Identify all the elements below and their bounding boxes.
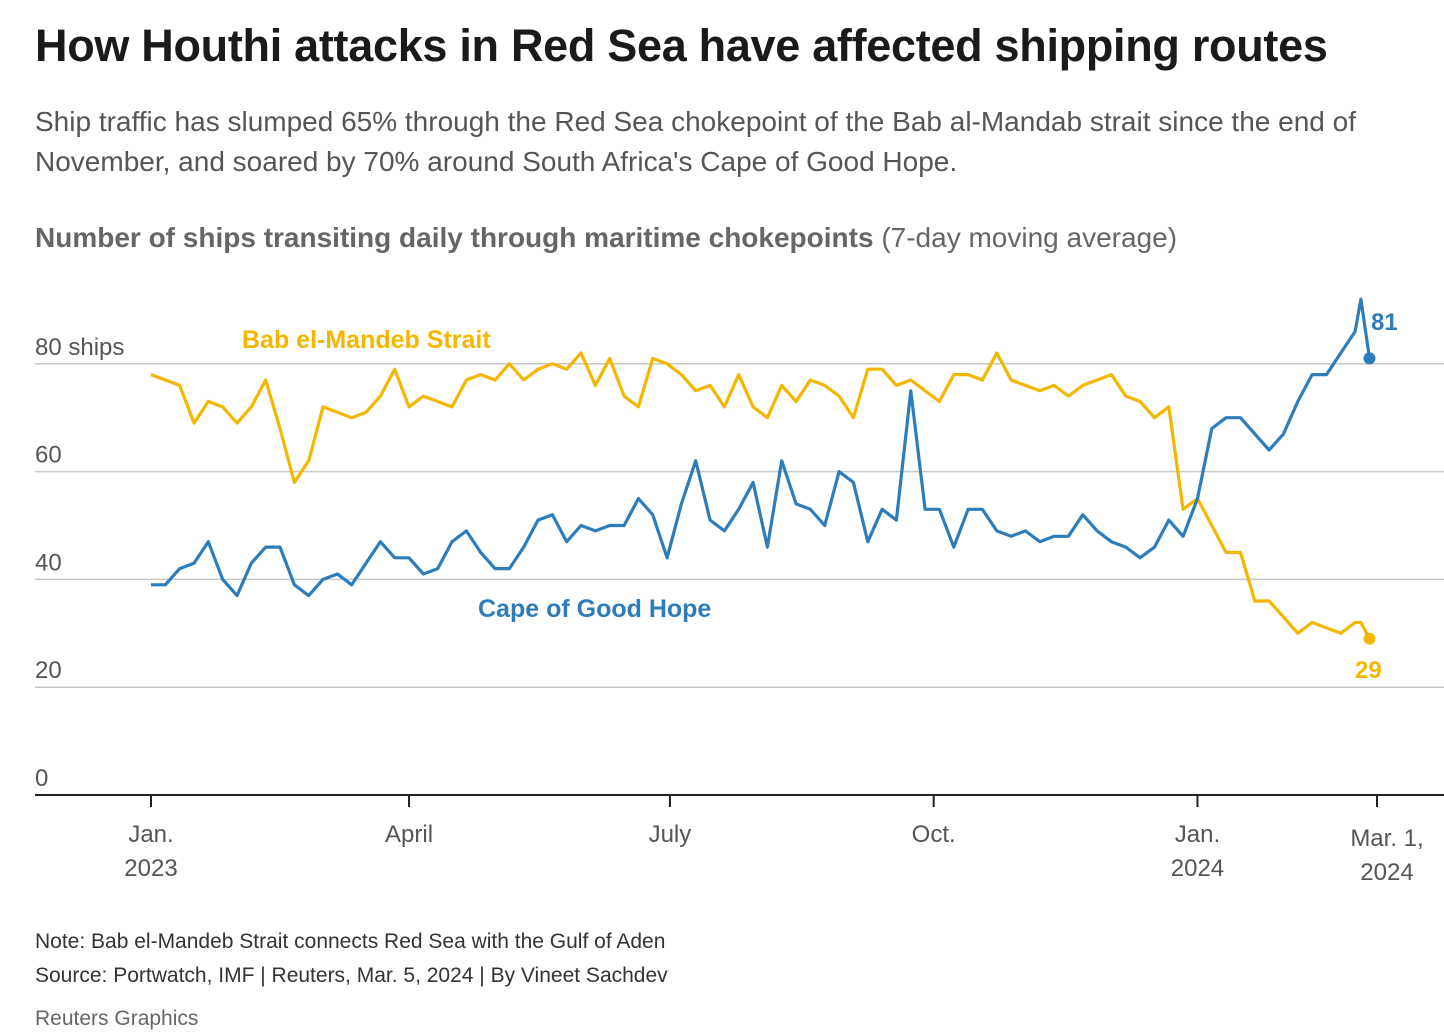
chart-heading-note: (7-day moving average): [873, 222, 1178, 253]
series-label-bab-el-mandeb: Bab el-Mandeb Strait: [242, 326, 491, 354]
y-tick-label: 0: [35, 765, 48, 792]
chart-heading: Number of ships transiting daily through…: [35, 222, 1177, 254]
series-lines: [150, 297, 1376, 645]
end-label-bab: 29: [1355, 657, 1382, 684]
end-point-marker: [1363, 632, 1376, 645]
footer-brand: Reuters Graphics: [35, 1007, 199, 1030]
series-label-cape-of-good-hope: Cape of Good Hope: [478, 595, 711, 623]
y-tick-label: 80 ships: [35, 334, 124, 361]
x-axis: Jan. 2023 April July Oct. Jan. 2024 Mar. 1, 2024: [35, 794, 1444, 886]
x-tick-label: Oct.: [912, 821, 956, 848]
x-tick-label: July: [649, 821, 692, 848]
x-tick-label: Jan.: [128, 821, 173, 848]
subtitle: Ship traffic has slumped 65% through the…: [35, 106, 1356, 177]
chart-heading-main: Number of ships transiting daily through…: [35, 222, 874, 253]
y-tick-label: 20: [35, 657, 62, 684]
end-point-marker: [1363, 352, 1376, 365]
y-axis-labels: 0 20 40 60 80 ships: [35, 334, 124, 792]
x-tick-label: Jan.: [1175, 821, 1220, 848]
y-tick-label: 60: [35, 442, 62, 469]
end-label-cape: 81: [1371, 309, 1398, 336]
footer-source: Source: Portwatch, IMF | Reuters, Mar. 5…: [35, 964, 668, 987]
y-tick-label: 40: [35, 549, 62, 576]
x-tick-label: April: [385, 821, 433, 848]
page-title: How Houthi attacks in Red Sea have affec…: [35, 20, 1328, 71]
gridlines: [35, 363, 1444, 688]
x-tick-label-year: 2023: [124, 855, 177, 882]
x-tick-label-year: 2024: [1171, 855, 1224, 882]
series-line-cape-of-good-hope: [151, 297, 1372, 598]
series-line-bab-el-mandeb: [150, 351, 1371, 640]
footer-note: Note: Bab el-Mandeb Strait connects Red …: [35, 930, 666, 953]
x-tick-label: Mar. 1,: [1350, 825, 1423, 852]
x-tick-label-year: 2024: [1360, 859, 1413, 886]
